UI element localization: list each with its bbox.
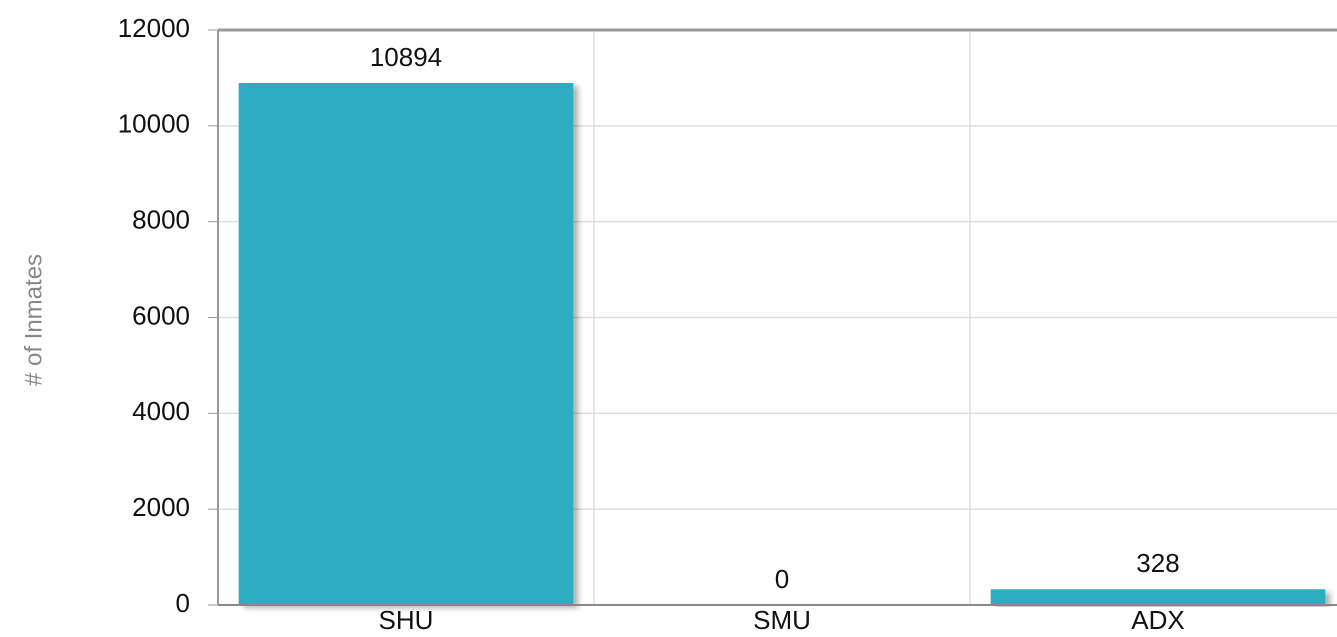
y-tick-label: 4000 — [132, 396, 190, 426]
bar — [990, 589, 1326, 605]
y-tick-label: 8000 — [132, 205, 190, 235]
y-tick-label: 10000 — [118, 109, 190, 139]
x-tick-label: SHU — [379, 605, 434, 635]
y-tick-label: 0 — [176, 588, 190, 618]
y-tick-label: 12000 — [118, 13, 190, 43]
y-tick-label: 6000 — [132, 300, 190, 330]
data-label: 328 — [1136, 548, 1179, 578]
y-tick-label: 2000 — [132, 492, 190, 522]
x-tick-label: ADX — [1131, 605, 1184, 635]
y-axis-label: # of Inmates — [20, 254, 47, 386]
x-tick-label: SMU — [753, 605, 811, 635]
bar — [238, 82, 574, 605]
data-label: 0 — [775, 564, 789, 594]
data-label: 10894 — [370, 42, 442, 72]
